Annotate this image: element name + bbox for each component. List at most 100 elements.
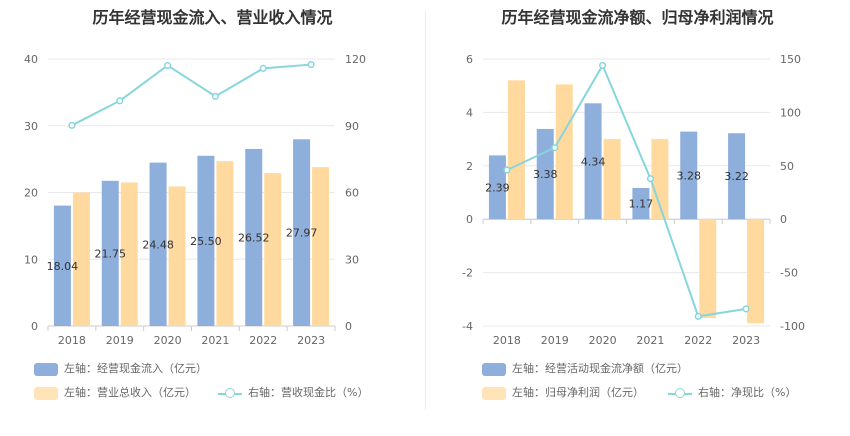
legend-swatch-line <box>668 387 692 400</box>
ratio-line <box>506 63 747 318</box>
data-label: 26.52 <box>238 231 270 244</box>
legend-label: 左轴：经营活动现金流净额（亿元） <box>512 362 688 375</box>
panel-divider <box>425 10 426 410</box>
data-label: 3.28 <box>677 169 702 182</box>
y-right-tick-label: -50 <box>780 267 798 280</box>
data-label: 1.17 <box>629 198 654 211</box>
y-left-tick-label: 2 <box>466 160 473 173</box>
y-right-tick-label: 120 <box>345 53 366 66</box>
y-left-tick-label: 6 <box>466 53 473 66</box>
bar-primary <box>632 187 650 220</box>
y-right-tick-label: 30 <box>345 253 359 266</box>
bar-secondary <box>651 139 669 220</box>
bar-secondary <box>168 186 186 326</box>
legend-swatch-line <box>218 387 242 400</box>
legend-item-cash-revenue-ratio[interactable]: 右轴：营收现金比（%） <box>218 384 368 400</box>
bar-primary <box>728 133 746 220</box>
ratio-line <box>71 63 312 127</box>
ratio-point <box>211 92 219 100</box>
data-label: 21.75 <box>95 247 127 260</box>
y-right-tick-label: 100 <box>780 106 801 119</box>
legend-label: 左轴：经营现金流入（亿元） <box>64 362 207 375</box>
bar-primary <box>245 148 263 326</box>
x-tick-label: 2019 <box>541 334 569 347</box>
bar-secondary <box>216 161 234 326</box>
chart-svg-right: -4 -2 0 2 4 6 -100 -50 0 50 100 150 2018 2019 2020 2021… <box>462 53 805 347</box>
legend-item-revenue[interactable]: 左轴：营业总收入（亿元） <box>34 384 196 400</box>
legend-label: 右轴：净现比（%） <box>698 386 797 399</box>
x-tick-label: 2018 <box>58 334 86 347</box>
ratio-point <box>694 312 702 320</box>
data-label: 18.04 <box>47 260 79 273</box>
bar-primary <box>53 205 71 326</box>
bar-primary <box>488 155 506 220</box>
y-left-tick-label: 0 <box>31 320 38 333</box>
bar-secondary <box>312 167 330 326</box>
data-label: 27.97 <box>286 227 318 240</box>
bar-secondary <box>603 139 621 220</box>
bar-secondary <box>507 80 525 220</box>
legend-label: 左轴：营业总收入（亿元） <box>64 386 196 399</box>
y-right-tick-label: 50 <box>780 160 794 173</box>
chart-svg-left: 0 10 20 30 40 0 30 60 90 120 2018 2019 2020 2021 2022 2… <box>24 53 366 347</box>
y-left-tick-label: 20 <box>24 187 38 200</box>
ratio-point <box>259 64 267 72</box>
x-tick-label: 2023 <box>732 334 760 347</box>
x-tick-label: 2021 <box>636 334 664 347</box>
legend-item-net-cash-ratio[interactable]: 右轴：净现比（%） <box>668 384 796 400</box>
ratio-point <box>68 121 76 129</box>
bar-primary <box>293 139 311 326</box>
bar-secondary <box>555 84 573 220</box>
legend-item-cash-inflow[interactable]: 左轴：经营现金流入（亿元） <box>34 360 207 376</box>
data-label: 4.34 <box>581 155 606 168</box>
bar-secondary <box>264 173 282 326</box>
x-tick-label: 2021 <box>201 334 229 347</box>
y-right-tick-label: 90 <box>345 120 359 133</box>
bar-secondary <box>120 182 138 326</box>
legend-item-net-profit[interactable]: 左轴：归母净利润（亿元） <box>482 384 644 400</box>
legend-label: 左轴：归母净利润（亿元） <box>512 386 644 399</box>
bar-primary <box>536 128 554 220</box>
ratio-point <box>599 61 607 69</box>
x-tick-label: 2020 <box>589 334 617 347</box>
y-left-tick-label: 40 <box>24 53 38 66</box>
legend-label: 右轴：营收现金比（%） <box>248 386 369 399</box>
ratio-point <box>116 97 124 105</box>
legend-swatch-orange <box>34 386 58 400</box>
legend-swatch-blue <box>482 362 506 376</box>
x-tick-label: 2022 <box>684 334 712 347</box>
bar-primary <box>584 103 602 220</box>
bar-primary <box>149 162 167 326</box>
legend-swatch-blue <box>34 362 58 376</box>
bar-secondary <box>72 192 90 326</box>
y-left-tick-label: -4 <box>462 320 473 333</box>
y-right-tick-label: 150 <box>780 53 801 66</box>
ratio-point <box>742 305 750 313</box>
x-tick-label: 2023 <box>297 334 325 347</box>
y-left-tick-label: 10 <box>24 253 38 266</box>
ratio-point <box>503 166 511 174</box>
bar-primary <box>197 155 215 326</box>
x-tick-label: 2018 <box>493 334 521 347</box>
legend-item-net-cash-flow[interactable]: 左轴：经营活动现金流净额（亿元） <box>482 360 688 376</box>
data-label: 25.50 <box>190 235 222 248</box>
y-right-tick-label: 0 <box>345 320 352 333</box>
bar-secondary <box>747 219 765 324</box>
chart-panel-left: 历年经营现金流入、营业收入情况 0 10 20 30 40 0 30 60 90 120 2018 2… <box>24 8 368 400</box>
y-left-tick-label: 0 <box>466 213 473 226</box>
data-label: 2.39 <box>485 181 510 194</box>
x-tick-label: 2020 <box>154 334 182 347</box>
y-right-tick-label: -100 <box>780 320 805 333</box>
chart-title-right: 历年经营现金流净额、归母净利润情况 <box>501 8 774 27</box>
y-left-tick-label: -2 <box>462 267 473 280</box>
y-left-tick-label: 4 <box>466 106 473 119</box>
bar-secondary <box>699 219 717 318</box>
ratio-point <box>164 61 172 70</box>
x-tick-label: 2022 <box>249 334 277 347</box>
x-tick-label: 2019 <box>106 334 134 347</box>
y-right-tick-label: 0 <box>780 213 787 226</box>
data-label: 3.38 <box>533 168 558 181</box>
ratio-point <box>646 175 654 183</box>
bar-primary <box>101 180 119 326</box>
data-label: 3.22 <box>724 170 749 183</box>
